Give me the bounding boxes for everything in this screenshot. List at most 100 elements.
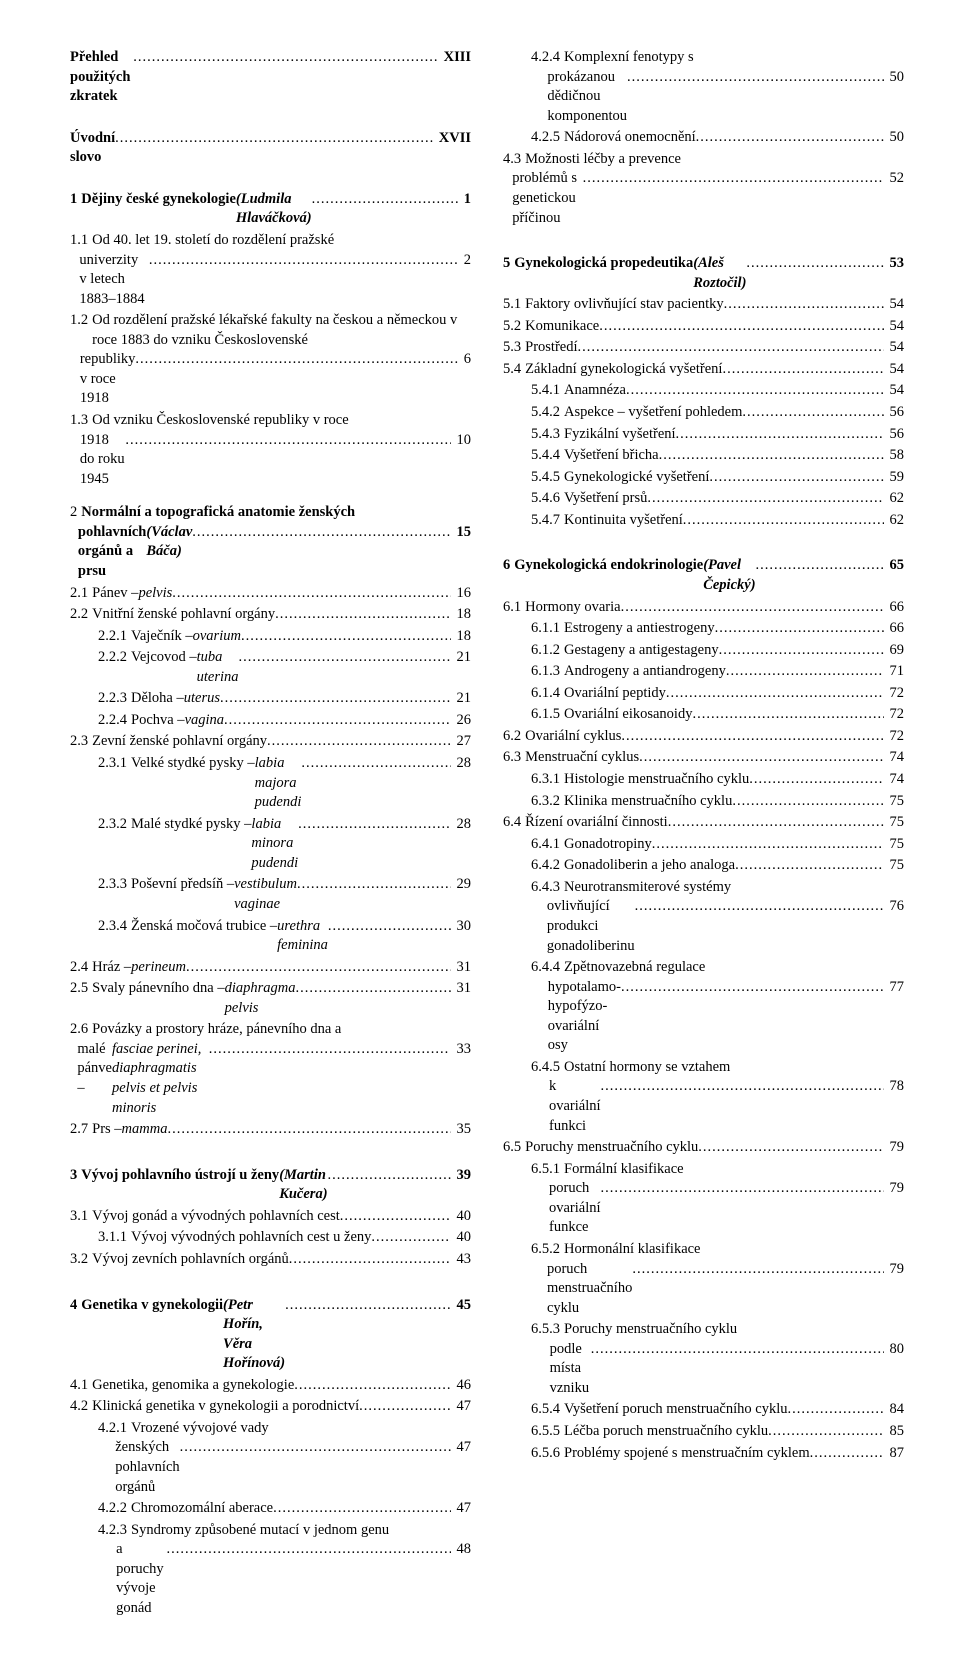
entry-number: 6.1.1 (503, 619, 564, 639)
dot-leader (359, 1397, 450, 1417)
dot-leader (192, 523, 450, 543)
page-number: 10 (451, 431, 472, 451)
dot-leader (583, 169, 884, 189)
page-number: 16 (451, 584, 472, 604)
entry-number: 6.1 (503, 598, 525, 618)
entry-number: 5.4 (503, 360, 525, 380)
entry-title: Vnitřní ženské pohlavní orgány (92, 605, 275, 625)
dot-leader (698, 1138, 883, 1158)
toc-entry: 6.5.2 Hormonální klasifikaceporuch menst… (503, 1240, 904, 1318)
dot-leader (652, 835, 884, 855)
spacer (70, 1142, 471, 1154)
entry-title-part: Zpětnovazebná regulace (564, 958, 705, 978)
entry-number: 5.4.6 (503, 489, 564, 509)
entry-number: 6.5.3 (531, 1320, 564, 1340)
entry-number: 2.4 (70, 958, 92, 978)
toc-entry: 2.4 Hráz – perineum31 (70, 958, 471, 978)
page-number: 47 (451, 1397, 472, 1417)
toc-entry: 6.1.5 Ovariální eikosanoidy72 (503, 705, 904, 725)
dot-leader (275, 605, 450, 625)
entry-number: 6.1.5 (503, 705, 564, 725)
entry-title: Malé stydké pysky – (131, 815, 251, 835)
entry-title: Histologie menstruačního cyklu (564, 770, 749, 790)
toc-entry: 6.3 Menstruační cyklus74 (503, 748, 904, 768)
entry-title: Hormony ovaria (525, 598, 620, 618)
page-number: 66 (884, 619, 905, 639)
dot-leader (601, 1179, 884, 1199)
entry-title: Vyšetření prsů (564, 489, 647, 509)
entry-author: (Ludmila Hlaváčková) (236, 190, 312, 229)
entry-number: 4.2.3 (98, 1521, 131, 1541)
toc-entry: 4.2.3 Syndromy způsobené mutací v jednom… (70, 1521, 471, 1619)
entry-title: Chromozomální aberace (131, 1499, 273, 1519)
entry-title: Vývoj zevních pohlavních orgánů (92, 1250, 289, 1270)
entry-number: 2.3.1 (70, 754, 131, 774)
dot-leader (639, 748, 883, 768)
page-number: 80 (884, 1340, 905, 1360)
toc-chapter-head: 2 Normální a topografická anatomie žensk… (70, 503, 471, 581)
page-number: 46 (451, 1376, 472, 1396)
toc-entry: 6.4.3 Neurotransmiterové systémyovlivňuj… (503, 878, 904, 956)
toc-entry: 1.2 Od rozdělení pražské lékařské fakult… (70, 311, 471, 409)
dot-leader (709, 468, 883, 488)
toc-entry: 3.2 Vývoj zevních pohlavních orgánů43 (70, 1250, 471, 1270)
page-number: 35 (451, 1120, 472, 1140)
page-number: 21 (451, 689, 472, 709)
entry-title-part: Neurotransmiterové systémy (564, 878, 731, 898)
toc-entry: 6.1 Hormony ovaria 66 (503, 598, 904, 618)
dot-leader (626, 381, 884, 401)
toc-entry: 5.2 Komunikace54 (503, 317, 904, 337)
page-number: 18 (451, 605, 472, 625)
page-number: 29 (451, 875, 472, 895)
entry-latin: vestibulum vaginae (234, 875, 297, 914)
toc-entry: 5.3 Prostředí54 (503, 338, 904, 358)
entry-title: Gonadoliberin a jeho analoga (564, 856, 735, 876)
entry-title-part: pohlavních orgánů a prsu (78, 523, 147, 582)
toc-entry: 3.1 Vývoj gonád a vývodných pohlavních c… (70, 1207, 471, 1227)
entry-number: 6.4.5 (531, 1058, 564, 1078)
entry-title-part: Poruchy menstruačního cyklu (564, 1320, 737, 1340)
page-number: 79 (884, 1179, 905, 1199)
entry-title-part: Vrozené vývojové vady (131, 1419, 269, 1439)
entry-number: 5.4.3 (503, 425, 564, 445)
dot-leader (621, 598, 884, 618)
toc-entry: 4.1 Genetika, genomika a gynekologie46 (70, 1376, 471, 1396)
page-number: 66 (884, 598, 905, 618)
toc-entry: 5.4 Základní gynekologická vyšetření54 (503, 360, 904, 380)
toc-entry: 1.1 Od 40. let 19. století do rozdělení … (70, 231, 471, 309)
entry-title: Poševní předsíň – (131, 875, 234, 895)
page-number: 43 (451, 1250, 472, 1270)
front-matter-title: Úvodní slovo (70, 129, 115, 168)
entry-title: Pánev – (92, 584, 138, 604)
dot-leader (172, 584, 450, 604)
page-number: 54 (884, 295, 905, 315)
entry-number: 2.7 (70, 1120, 92, 1140)
entry-title-part: a poruchy vývoje gonád (116, 1540, 166, 1618)
dot-leader (241, 627, 451, 647)
dot-leader (133, 48, 437, 68)
entry-title: Poruchy menstruačního cyklu (525, 1138, 698, 1158)
entry-title-part: univerzity v letech 1883–1884 (79, 251, 148, 310)
entry-latin: uterus (184, 689, 220, 709)
dot-leader (696, 128, 884, 148)
spacer (70, 491, 471, 503)
entry-author: (Petr Hořín, Věra Hořínová) (223, 1296, 285, 1374)
entry-number: 6.5 (503, 1138, 525, 1158)
page-number: 87 (884, 1444, 905, 1464)
dot-leader (312, 190, 458, 210)
dot-leader (722, 360, 883, 380)
dot-leader (167, 1540, 451, 1560)
page-number: 53 (884, 254, 905, 274)
entry-number: 5.4.1 (503, 381, 564, 401)
entry-number: 6.4.3 (531, 878, 564, 898)
toc-columns: Přehled použitých zkratekXIIIÚvodní slov… (70, 48, 904, 1621)
entry-title: Gestageny a antigestageny (564, 641, 719, 661)
toc-entry: 2.3.2 Malé stydké pysky – labia minora p… (70, 815, 471, 874)
entry-title: Ženská močová trubice – (131, 917, 277, 937)
toc-entry: 6.4.1 Gonadotropiny75 (503, 835, 904, 855)
page-number: 2 (458, 251, 471, 271)
entry-number: 2 (70, 503, 81, 523)
dot-leader (297, 875, 451, 895)
dot-leader (632, 1260, 883, 1280)
entry-title-part: malé pánve – (77, 1040, 112, 1099)
